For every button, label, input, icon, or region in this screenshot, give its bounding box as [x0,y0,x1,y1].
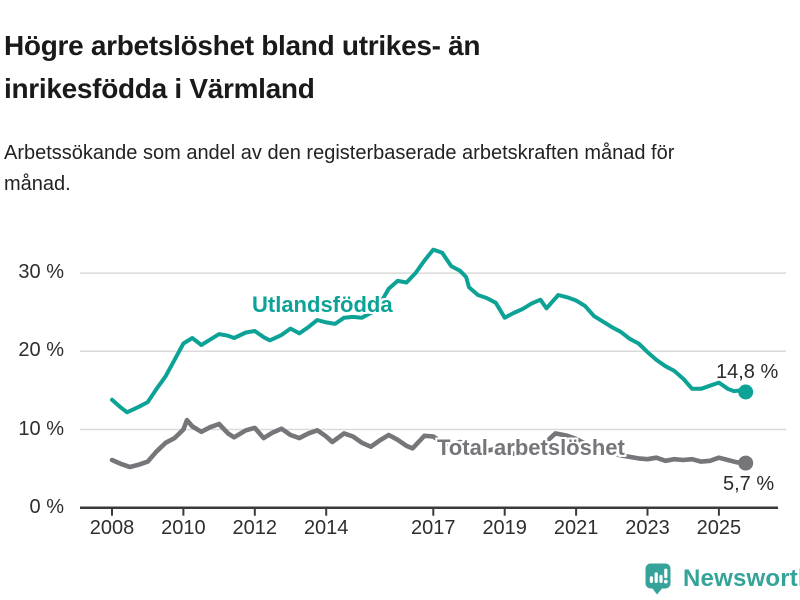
chart-title: Högre arbetslöshet bland utrikes- än inr… [4,29,481,104]
y-axis-label: 0 % [29,495,64,518]
newsworthy-logo[interactable]: Newsworthy [645,563,800,595]
x-axis-label: 2017 [411,517,456,539]
y-axis-label: 30 % [18,261,64,284]
series-end-dot-0 [738,384,754,400]
x-axis-label: 2008 [89,517,135,539]
y-axis-label: 20 % [18,339,64,362]
speech-bubble-shape [645,563,671,595]
series-line-0 [110,247,748,415]
x-axis-label: 2012 [232,517,278,539]
series-label-total-arbetsloshet: Total arbetslöshet [437,435,625,460]
series-line-1 [109,417,748,470]
newsworthy-logo-icon [645,563,671,595]
x-axis-label: 2023 [625,517,670,539]
series-end-dot-1 [738,455,754,471]
newsworthy-logo-text: Newsworthy [683,565,800,592]
mini-bar-chart-glyph [649,568,668,584]
x-axis-label: 2019 [482,517,527,539]
x-axis-label: 2025 [696,517,742,539]
end-value-label-total: 5,7 % [723,473,775,495]
chart-subtitle: Arbetssökande som andel av den registerb… [4,142,675,195]
series-label-utlandsfodda: Utlandsfödda [252,292,393,317]
y-axis-label: 10 % [18,417,64,440]
x-axis-label: 2021 [553,517,599,539]
x-axis-label: 2010 [161,517,206,539]
x-axis-label: 2014 [303,517,349,539]
end-value-label-utlandsfodda: 14,8 % [716,361,779,383]
